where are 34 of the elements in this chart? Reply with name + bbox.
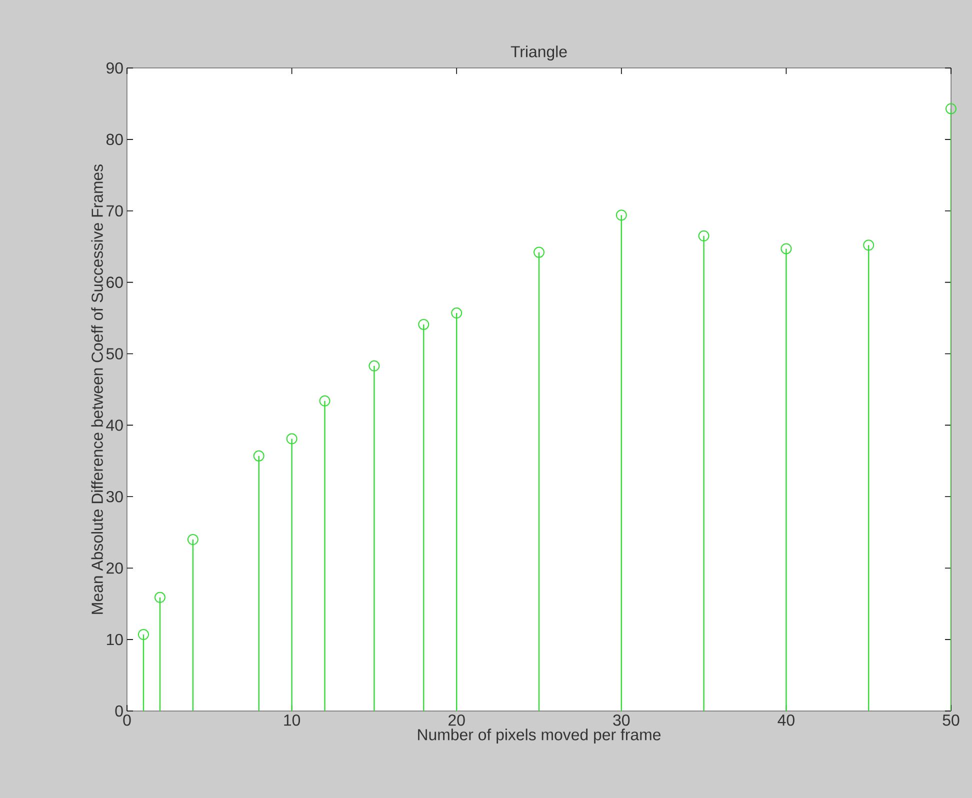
point: [418, 318, 430, 330]
x-axis-title: Number of pixels moved per frame: [418, 728, 661, 744]
y-tick-label: 30: [106, 491, 123, 502]
point: [534, 246, 545, 258]
point: [138, 629, 149, 640]
x-tick-label: 20: [448, 714, 465, 726]
point: [616, 210, 627, 221]
x-tick-label: 30: [613, 714, 630, 726]
y-tick-label: 0: [115, 705, 123, 717]
point: [154, 592, 166, 603]
point: [187, 534, 198, 546]
x-tick-label: 40: [778, 714, 794, 726]
chart-title: Triangle: [510, 46, 567, 60]
point: [780, 243, 792, 254]
point: [863, 240, 874, 251]
point: [253, 450, 264, 462]
point: [451, 308, 462, 319]
y-tick-label: 10: [106, 634, 123, 646]
y-tick-label: 60: [106, 276, 123, 288]
x-tick-label: 10: [284, 714, 300, 726]
point: [698, 230, 710, 242]
point: [286, 433, 298, 444]
y-tick-label: 80: [106, 134, 123, 146]
y-tick-label: 90: [106, 62, 123, 74]
y-tick-label: 40: [106, 420, 123, 431]
point: [319, 395, 330, 406]
x-tick-label: 50: [942, 714, 960, 726]
y-tick-label: 50: [106, 348, 123, 360]
point: [946, 103, 957, 114]
y-tick-label: 70: [106, 205, 123, 217]
y-axis-title: Mean Absolute Difference between Coeff of Successive Frames: [91, 164, 103, 614]
y-tick-label: 20: [106, 562, 123, 574]
point: [368, 360, 380, 372]
x-tick-label: 0: [123, 714, 131, 726]
